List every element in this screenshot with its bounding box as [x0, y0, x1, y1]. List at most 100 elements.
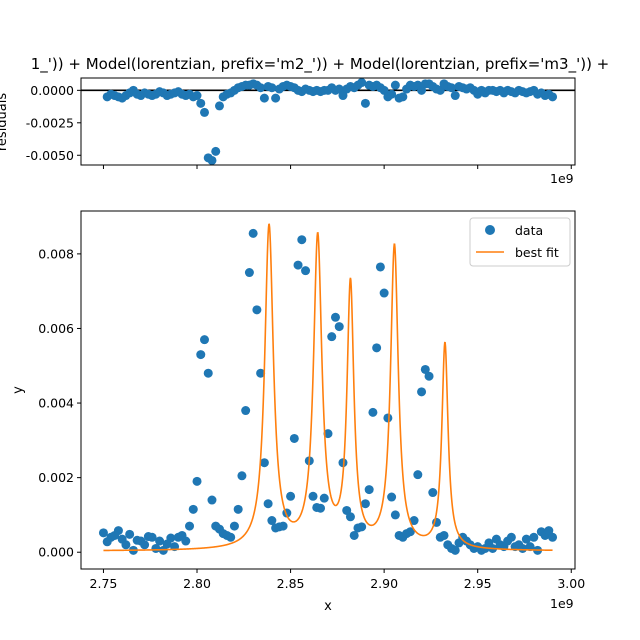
data-point: [188, 504, 198, 514]
data-point: [428, 488, 438, 498]
residual-point: [259, 93, 269, 103]
data-point: [192, 476, 202, 486]
residual-point: [398, 92, 408, 102]
data-point: [506, 532, 516, 542]
fit-xtick-label: 2.95: [464, 576, 492, 591]
fit-frame: [80, 210, 576, 570]
data-point: [450, 545, 460, 555]
fit-x-ticks: 2.75 2.80 2.85 2.90 2.95 3.00: [90, 569, 585, 591]
residual-ytick-label: -0.0025: [26, 115, 74, 130]
residual-point: [447, 83, 456, 93]
data-point: [233, 504, 243, 514]
fit-x-scale-label: 1e9: [550, 596, 574, 611]
data-point: [420, 364, 430, 374]
data-point: [334, 322, 344, 332]
fit-xtick-label: 2.80: [183, 576, 211, 591]
residuals-x-ticks: [102, 165, 572, 169]
data-point: [368, 407, 378, 417]
data-point: [252, 305, 262, 315]
residual-point: [387, 89, 397, 99]
data-point: [308, 491, 318, 501]
data-point: [140, 540, 150, 550]
legend: data best fit: [469, 217, 571, 267]
residuals-title: 1_')) + Model(lorentzian, prefix='m2_'))…: [31, 55, 610, 74]
fit-y-ticks: 0.000 0.002 0.004 0.006 0.008: [38, 246, 81, 560]
data-point: [409, 516, 419, 526]
data-point: [185, 521, 195, 531]
data-point: [98, 528, 108, 538]
data-point: [379, 288, 389, 298]
residual-point: [267, 83, 277, 93]
data-point: [125, 529, 135, 539]
data-point: [200, 335, 209, 345]
residual-point: [360, 98, 370, 108]
residuals-frame: [80, 77, 576, 166]
data-point: [360, 499, 370, 509]
residual-point: [435, 85, 445, 95]
residual-point: [256, 83, 266, 93]
data-point: [226, 532, 236, 542]
data-point: [375, 262, 385, 272]
data-point: [256, 368, 266, 378]
residual-point: [450, 91, 460, 101]
residuals-panel: 1_')) + Model(lorentzian, prefix='m2_'))…: [0, 55, 609, 186]
residuals-ylabel: residuals: [0, 93, 10, 152]
fit-ytick-label: 0.006: [38, 321, 74, 336]
data-point: [439, 530, 449, 540]
fit-ytick-label: 0.008: [38, 246, 74, 261]
data-point: [147, 532, 157, 542]
data-point: [338, 458, 348, 468]
data-point: [345, 512, 355, 522]
data-point: [293, 260, 303, 270]
residual-point: [211, 146, 221, 156]
fit-ytick-label: 0.000: [38, 545, 74, 560]
fit-ytick-label: 0.004: [38, 396, 74, 411]
data-point: [387, 492, 397, 502]
data-point: [301, 266, 311, 276]
data-point: [181, 536, 191, 546]
residual-point: [390, 80, 400, 90]
data-point: [151, 543, 161, 553]
residuals-y-ticks: 0.0000 -0.0025 -0.0050: [26, 83, 81, 163]
fit-xtick-label: 2.85: [277, 576, 305, 591]
data-point: [229, 521, 239, 531]
residual-point: [214, 101, 224, 111]
data-point: [424, 371, 434, 381]
data-point: [413, 470, 423, 480]
residual-point: [548, 92, 558, 102]
data-points: [98, 228, 558, 555]
data-point: [316, 503, 326, 513]
data-point: [548, 532, 558, 542]
data-point: [319, 493, 329, 503]
fit-xtick-label: 2.75: [90, 576, 118, 591]
data-point: [349, 530, 359, 540]
legend-data-label: data: [515, 223, 543, 238]
data-point: [267, 516, 277, 526]
residual-point: [192, 91, 202, 101]
data-point: [237, 471, 247, 481]
legend-fit-label: best fit: [515, 245, 559, 260]
data-point: [259, 458, 269, 468]
data-point: [327, 332, 337, 342]
data-point: [196, 350, 206, 360]
data-point: [372, 343, 382, 353]
fit-ytick-label: 0.002: [38, 470, 74, 485]
residual-ytick-label: 0.0000: [30, 83, 74, 98]
residual-point: [196, 98, 206, 108]
residuals-points: [102, 78, 558, 165]
data-point: [244, 268, 254, 278]
fit-panel: 0.000 0.002 0.004 0.006 0.008 2.75 2.80 2.85 2.…: [11, 210, 585, 614]
residual-point: [417, 85, 427, 95]
data-point: [330, 312, 340, 322]
data-point: [166, 533, 176, 543]
data-point: [289, 433, 299, 443]
data-point: [113, 526, 123, 536]
data-point: [544, 526, 554, 536]
residuals-x-scale-label: 1e9: [550, 171, 574, 186]
data-point: [286, 491, 296, 501]
data-point: [121, 540, 131, 550]
data-point: [518, 543, 528, 553]
data-point: [241, 406, 251, 416]
data-point: [390, 510, 400, 520]
